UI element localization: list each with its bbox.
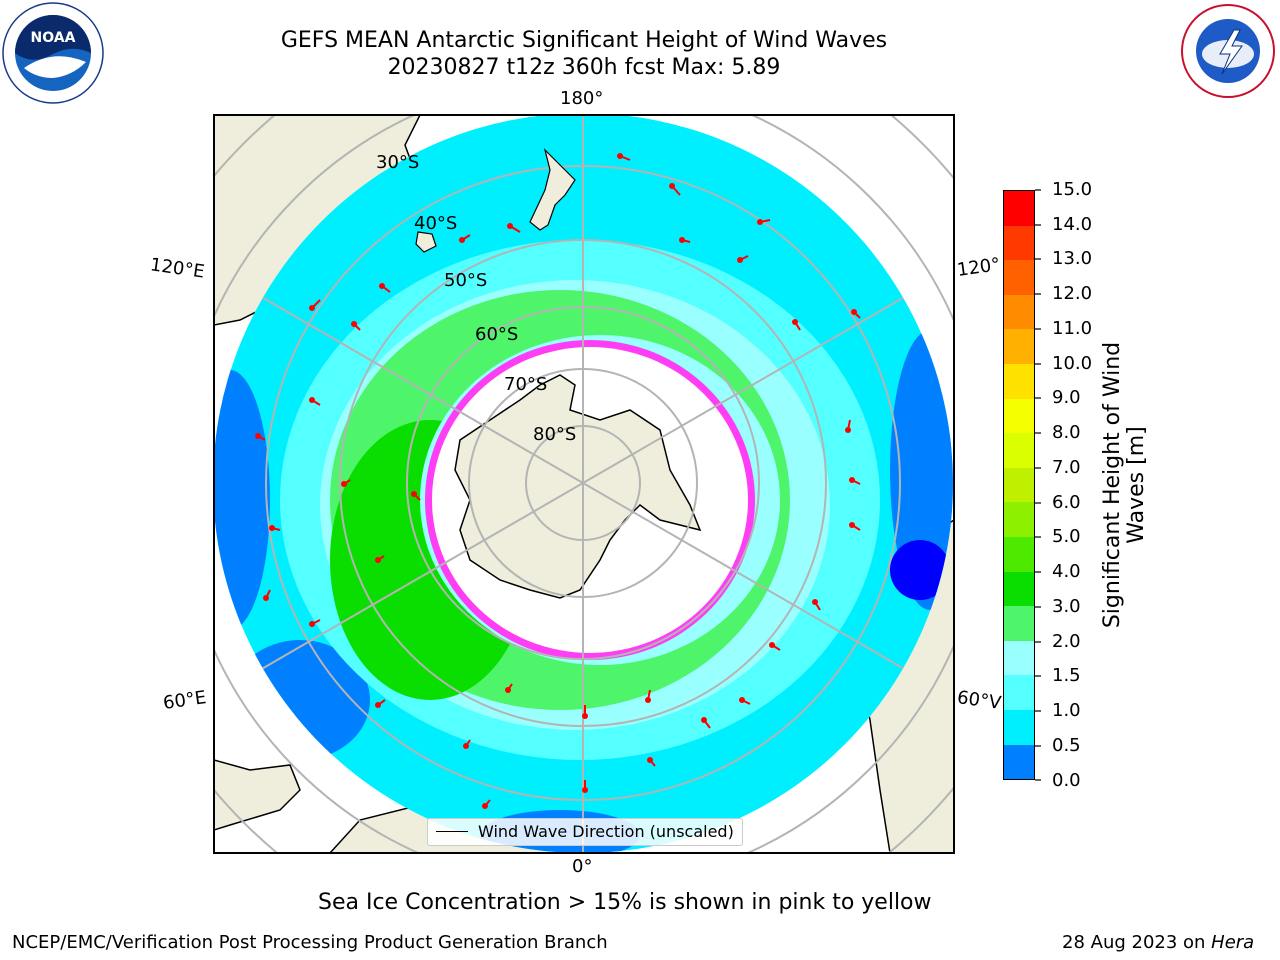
sea-ice-note: Sea Ice Concentration > 15% is shown in …	[318, 890, 932, 915]
colorbar-segment	[1004, 467, 1034, 503]
footer-date: 28 Aug 2023 on Hera	[1062, 932, 1254, 953]
colorbar-segment	[1004, 260, 1034, 295]
colorbar-segment	[1004, 709, 1034, 745]
colorbar-segment	[1004, 675, 1034, 710]
colorbar-tick-marks	[1035, 189, 1041, 781]
colorbar	[1003, 190, 1035, 780]
new-zealand-land	[529, 148, 576, 231]
wind-wave-arrows	[257, 155, 861, 807]
colorbar-segment	[1004, 363, 1034, 399]
parallel-label-30s: 30°S	[376, 152, 420, 173]
colorbar-tick: 10.0	[1052, 353, 1093, 374]
colorbar-tick: 4.0	[1052, 561, 1081, 582]
parallel-label-80s: 80°S	[533, 424, 577, 445]
colorbar-segment	[1004, 640, 1034, 676]
colorbar-segment	[1004, 606, 1034, 641]
chart-title-line2: 20230827 t12z 360h fcst Max: 5.89	[387, 55, 781, 80]
colorbar-tick: 1.5	[1052, 665, 1081, 686]
colorbar-tick: 15.0	[1052, 179, 1093, 200]
tasmania-land	[415, 231, 437, 253]
parallel-label-70s: 70°S	[504, 374, 548, 395]
meridian-label-120e: 120°E	[148, 254, 206, 283]
colorbar-tick: 3.0	[1052, 596, 1081, 617]
colorbar-segment	[1004, 571, 1034, 607]
colorbar-segment	[1004, 536, 1034, 572]
meridian-label-60w: 60°V	[955, 687, 1003, 714]
map-legend: Wind Wave Direction (unscaled)	[427, 818, 743, 846]
legend-label: Wind Wave Direction (unscaled)	[478, 822, 734, 841]
colorbar-tick: 0.5	[1052, 735, 1081, 756]
colorbar-tick: 11.0	[1052, 318, 1093, 339]
parallel-label-50s: 50°S	[444, 270, 488, 291]
legend-line-icon	[436, 831, 468, 832]
noaa-logo: NOAA	[2, 2, 104, 104]
meridian-label-0: 0°	[572, 856, 593, 877]
colorbar-tick: 12.0	[1052, 283, 1093, 304]
colorbar-segment	[1004, 294, 1034, 330]
noaa-logo-text: NOAA	[31, 30, 76, 46]
latitude-grid	[214, 115, 953, 853]
antarctica-land	[454, 374, 702, 599]
footer-date-text: 28 Aug 2023 on	[1062, 932, 1212, 953]
chart-title-line1: GEFS MEAN Antarctic Significant Height o…	[280, 28, 888, 53]
colorbar-tick: 1.0	[1052, 700, 1081, 721]
meridian-label-120w: 120°	[955, 254, 1002, 281]
colorbar-segment	[1004, 329, 1034, 364]
nws-logo	[1181, 4, 1275, 98]
colorbar-tick: 5.0	[1052, 526, 1081, 547]
colorbar-tick: 13.0	[1052, 248, 1093, 269]
map-frame	[213, 114, 955, 854]
colorbar-tick: 7.0	[1052, 457, 1081, 478]
colorbar-segment	[1004, 398, 1034, 434]
arrow-heads	[255, 153, 857, 809]
footer-credit: NCEP/EMC/Verification Post Processing Pr…	[12, 932, 608, 953]
colorbar-tick: 8.0	[1052, 422, 1081, 443]
continent-land	[214, 115, 954, 853]
colorbar-segment	[1004, 225, 1034, 261]
meridian-label-60e: 60°E	[161, 687, 208, 714]
colorbar-tick: 0.0	[1052, 770, 1081, 791]
colorbar-tick: 6.0	[1052, 492, 1081, 513]
parallel-label-60s: 60°S	[475, 324, 519, 345]
parallel-label-40s: 40°S	[414, 213, 458, 234]
colorbar-label-line1: Significant Height of Wind	[1100, 341, 1125, 629]
colorbar-segment	[1004, 502, 1034, 537]
colorbar-segment	[1004, 191, 1034, 226]
colorbar-tick: 14.0	[1052, 214, 1093, 235]
colorbar-tick: 9.0	[1052, 387, 1081, 408]
colorbar-label-line2: Waves [m]	[1124, 426, 1149, 544]
footer-host: Hera	[1211, 932, 1255, 953]
colorbar-tick: 2.0	[1052, 631, 1081, 652]
meridian-label-180: 180°	[560, 88, 604, 109]
longitude-grid	[214, 115, 952, 853]
colorbar-segment	[1004, 744, 1034, 780]
colorbar-segment	[1004, 433, 1034, 468]
